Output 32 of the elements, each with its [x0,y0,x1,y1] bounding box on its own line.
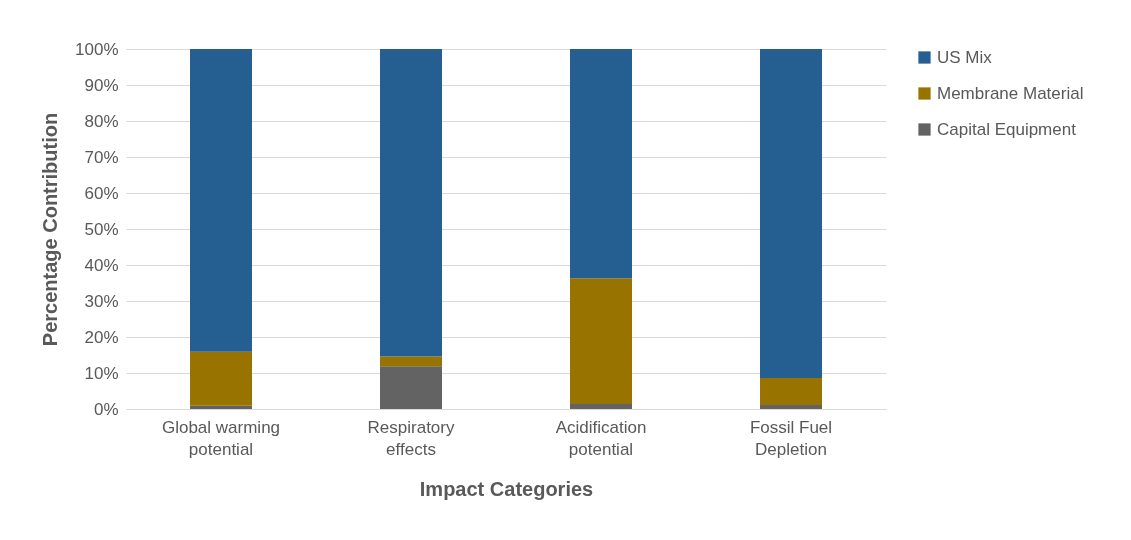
y-tick-label: 70% [84,147,119,167]
bar [380,366,442,409]
y-tick-label: 100% [75,39,119,59]
legend-label: Membrane Material [937,83,1084,103]
y-tick-label: 20% [84,327,119,347]
bar [760,405,822,409]
bar [760,378,822,406]
x-axis-title: Impact Categories [419,477,594,500]
legend-label: Capital Equipment [937,119,1077,139]
y-tick-label: 90% [84,75,119,95]
y-tick-label: 30% [84,291,119,311]
legend-label: US Mix [937,47,993,67]
x-tick-label: Acidification potential [555,417,647,459]
bar [760,49,822,379]
bar [190,405,252,409]
y-tick-label: 10% [84,363,119,383]
y-tick-label: 0% [93,399,119,419]
y-tick-label: 40% [84,255,119,275]
x-tick-label: Fossil Fuel Depletion [749,417,833,459]
bar [380,356,442,367]
y-tick-label: 60% [84,183,119,203]
y-axis-title: Percentage Contribution [39,112,62,347]
y-tick-label: 80% [84,111,119,131]
bar [570,278,632,404]
x-tick-label: Respiratory effects [367,417,455,459]
bar [380,49,442,357]
bar [190,351,252,406]
y-tick-label: 50% [84,219,119,239]
bar [190,49,252,352]
bar [570,403,632,409]
x-tick-label: Global warming potential [161,417,281,459]
bar [570,49,632,279]
